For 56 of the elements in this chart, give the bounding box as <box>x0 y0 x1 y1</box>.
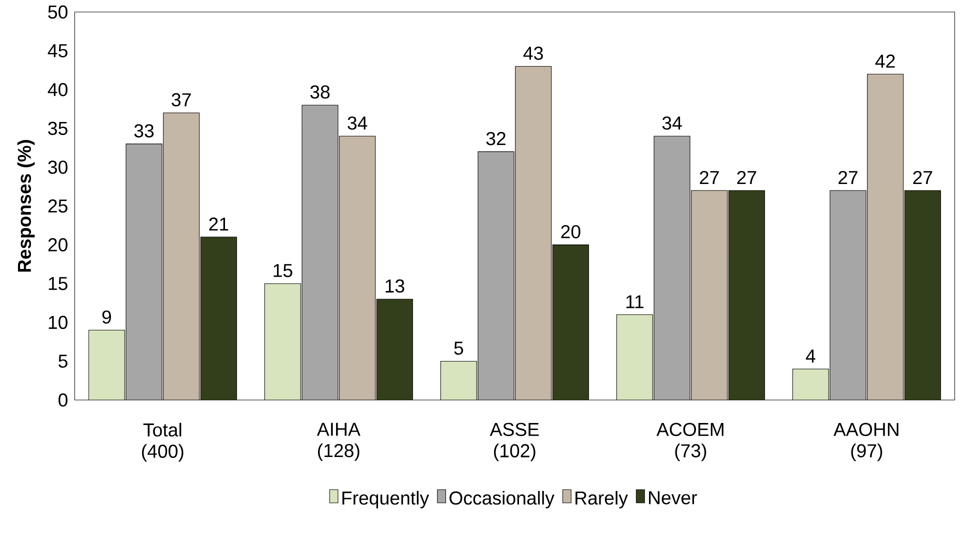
data-label: 42 <box>875 54 895 68</box>
bar <box>126 144 162 400</box>
y-tick-label: 35 <box>48 122 68 136</box>
bar <box>654 136 690 400</box>
data-label: 20 <box>561 225 580 238</box>
bar <box>691 190 728 400</box>
bar <box>830 190 866 400</box>
bar <box>867 74 904 400</box>
data-label: 34 <box>662 116 682 130</box>
bar <box>302 104 338 400</box>
legend-label: Frequently <box>342 490 430 508</box>
data-label: 9 <box>102 310 111 324</box>
data-label: 27 <box>700 170 719 184</box>
data-label: 33 <box>134 124 154 138</box>
y-axis-title: Responses (%) <box>17 140 35 272</box>
x-tick-label: Total (400) <box>142 422 184 462</box>
legend-label: Never <box>649 491 697 504</box>
y-tick-label: 15 <box>48 277 68 290</box>
bar <box>163 112 200 400</box>
bar <box>200 236 237 400</box>
y-tick-label: 20 <box>48 238 68 252</box>
data-label: 15 <box>274 264 292 278</box>
legend-label: Occasionally <box>450 490 554 508</box>
data-label: 11 <box>626 295 644 308</box>
y-tick-label: 25 <box>48 199 68 213</box>
data-label: 34 <box>348 116 368 130</box>
bar <box>376 298 413 400</box>
data-label: 5 <box>454 342 464 355</box>
y-tick-label: 10 <box>48 316 68 330</box>
data-label: 4 <box>806 350 816 362</box>
y-tick-label: 40 <box>48 82 68 96</box>
data-label: 37 <box>172 93 191 106</box>
y-tick-label: 30 <box>48 160 68 174</box>
x-tick-label: AAOHN (97) <box>834 422 898 462</box>
data-label: 38 <box>310 85 330 99</box>
bar <box>552 244 589 400</box>
bar <box>904 190 941 400</box>
bar <box>728 190 765 400</box>
legend-label: Rarely <box>576 490 628 508</box>
data-label: 27 <box>913 170 932 184</box>
data-label: 13 <box>386 279 404 293</box>
bar <box>478 151 514 400</box>
data-label: 27 <box>838 170 858 184</box>
x-tick-label: ASSE (102) <box>490 422 539 462</box>
bar <box>339 136 376 400</box>
y-tick-label: 5 <box>58 354 68 368</box>
y-tick-label: 0 <box>58 393 68 407</box>
data-label: 43 <box>523 46 543 60</box>
x-tick-label: AIHA (128) <box>316 422 360 461</box>
bar <box>515 66 552 400</box>
y-tick-label: 45 <box>48 44 68 58</box>
data-label: 21 <box>209 218 228 231</box>
data-label: 27 <box>737 170 756 184</box>
y-tick-label: 50 <box>48 5 68 19</box>
x-tick-label: ACOEM (73) <box>656 422 724 462</box>
data-label: 32 <box>486 132 506 146</box>
